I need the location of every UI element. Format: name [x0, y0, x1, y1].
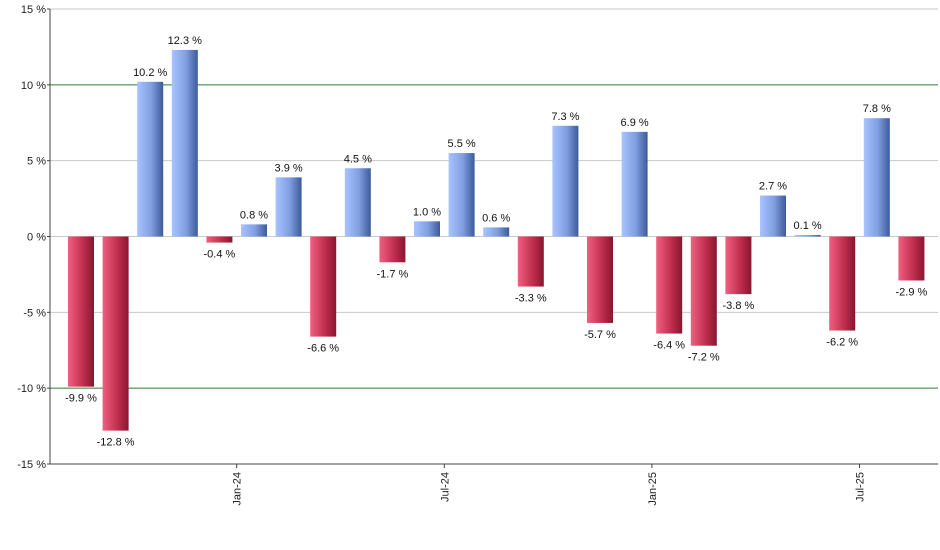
- bar-value-label: 3.9 %: [275, 162, 303, 174]
- bar: [587, 236, 613, 323]
- bar-value-label: -7.2 %: [688, 352, 720, 364]
- bar-value-label: -5.7 %: [584, 329, 616, 341]
- bar: [898, 236, 925, 281]
- bar: [102, 236, 129, 431]
- bar: [621, 131, 648, 237]
- y-tick-label: 0 %: [27, 232, 46, 244]
- bar-value-label: 7.3 %: [551, 111, 579, 123]
- bar: [829, 236, 856, 331]
- bar: [379, 236, 406, 263]
- bar: [137, 81, 164, 237]
- bar-value-label: 7.8 %: [863, 103, 891, 115]
- axes: [47, 8, 938, 468]
- bar: [275, 177, 302, 237]
- bar: [206, 236, 233, 243]
- bar-value-label: 0.1 %: [794, 220, 822, 232]
- bar-value-label: 6.9 %: [621, 117, 649, 129]
- bar-value-label: 1.0 %: [413, 206, 441, 218]
- bar: [760, 195, 786, 237]
- bar: [171, 49, 198, 237]
- bar: [344, 168, 371, 237]
- x-tick-label: Jan-25: [647, 472, 659, 506]
- x-tick-label: Jul-24: [439, 472, 451, 502]
- bar: [794, 234, 821, 237]
- x-tick-label: Jan-24: [232, 472, 244, 506]
- bar: [656, 236, 683, 334]
- bars: [68, 49, 925, 431]
- bar: [517, 236, 544, 287]
- bar: [310, 236, 337, 337]
- bar-value-label: 2.7 %: [759, 181, 787, 193]
- bar-value-label: -6.2 %: [826, 337, 858, 349]
- bar-value-label: -1.7 %: [377, 268, 409, 280]
- y-tick-label: -5 %: [23, 307, 46, 319]
- bar-value-label: 5.5 %: [448, 138, 476, 150]
- bar: [725, 236, 752, 295]
- bar: [448, 153, 475, 237]
- bar-value-label: -2.9 %: [896, 286, 928, 298]
- y-tick-label: -10 %: [17, 383, 46, 395]
- bar-value-label: -3.3 %: [515, 293, 547, 305]
- gridlines: [50, 8, 938, 389]
- bar-value-label: 10.2 %: [133, 67, 167, 79]
- bar-value-label: 4.5 %: [344, 153, 372, 165]
- y-tick-label: -15 %: [17, 459, 46, 471]
- y-tick-label: 15 %: [21, 4, 46, 16]
- bar-value-label: 0.8 %: [240, 209, 268, 221]
- bar-value-label: -12.8 %: [97, 437, 135, 449]
- y-tick-label: 10 %: [21, 80, 46, 92]
- bar: [241, 224, 267, 237]
- bar: [414, 221, 440, 237]
- bar-value-label: -3.8 %: [723, 300, 755, 312]
- bar: [552, 125, 579, 237]
- bar: [483, 227, 510, 237]
- bar: [690, 236, 717, 346]
- bar: [68, 236, 94, 387]
- bar-value-label: 12.3 %: [168, 35, 202, 47]
- x-tick-label: Jul-25: [855, 472, 867, 502]
- y-tick-label: 5 %: [27, 156, 46, 168]
- bar-value-label: -6.6 %: [307, 343, 339, 355]
- bar-value-label: -0.4 %: [204, 249, 236, 261]
- bar-value-label: -6.4 %: [653, 340, 685, 352]
- bar-value-label: 0.6 %: [482, 212, 510, 224]
- bar: [863, 118, 890, 237]
- bar-value-label: -9.9 %: [65, 393, 97, 405]
- labels: 15 % 10 % 5 % 0 % -5 % -10 % -15 % -9.9 % -12.8 …: [17, 4, 927, 506]
